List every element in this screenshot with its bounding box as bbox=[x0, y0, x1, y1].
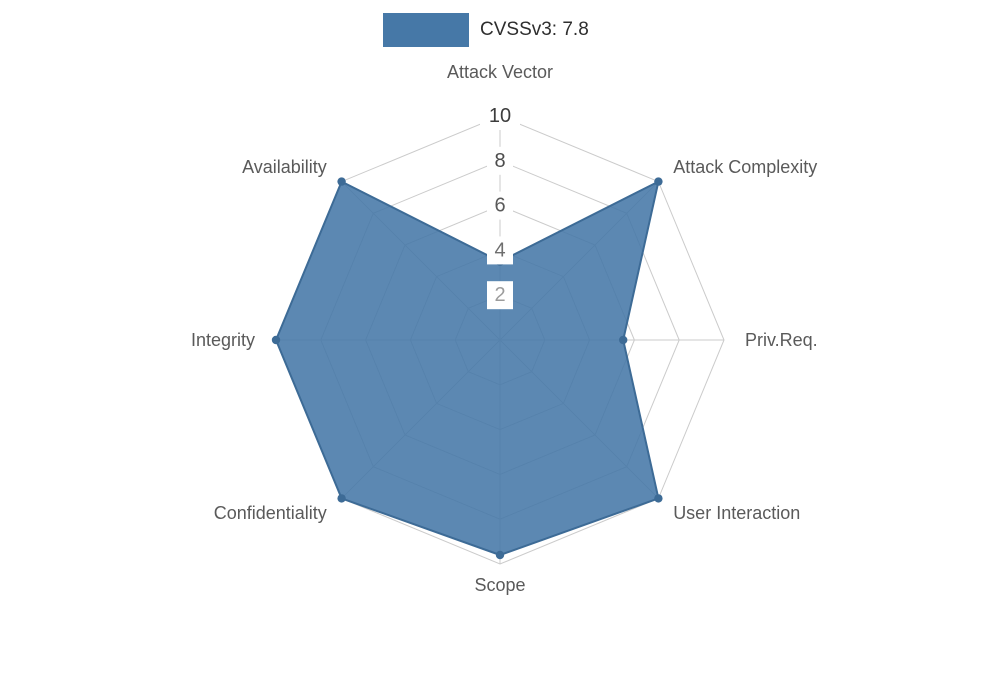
tick-label: 8 bbox=[494, 150, 505, 172]
axis-label: User Interaction bbox=[673, 503, 800, 523]
tick-label-box bbox=[487, 146, 513, 175]
series-area bbox=[275, 180, 660, 556]
tick-label-box bbox=[487, 236, 513, 265]
tick-label: 2 bbox=[494, 284, 505, 306]
vertex-marker bbox=[654, 177, 663, 186]
vertex-marker bbox=[271, 335, 281, 345]
chart-legend: CVSSv3: 7.8 bbox=[383, 13, 589, 47]
tick-label-box bbox=[487, 191, 513, 220]
tick-label: 4 bbox=[494, 239, 505, 261]
vertex-marker bbox=[337, 177, 346, 186]
tick-label: 6 bbox=[494, 195, 505, 217]
axis-label: Attack Vector bbox=[447, 62, 553, 82]
vertex-marker bbox=[337, 494, 346, 503]
legend-label: CVSSv3: 7.8 bbox=[480, 19, 589, 40]
axis-label: Priv.Req. bbox=[745, 330, 818, 350]
axis-label: Attack Complexity bbox=[673, 157, 817, 177]
axis-label: Integrity bbox=[191, 330, 255, 350]
tick-label-box bbox=[480, 102, 520, 130]
legend-swatch bbox=[383, 13, 469, 47]
axis-label: Confidentiality bbox=[214, 503, 327, 523]
tick-label-box bbox=[487, 281, 513, 310]
tick-label: 10 bbox=[489, 105, 511, 127]
axis-label: Scope bbox=[474, 575, 525, 595]
vertex-marker bbox=[495, 550, 505, 560]
vertex-marker bbox=[654, 494, 663, 503]
vertex-marker bbox=[619, 335, 628, 345]
axis-label: Availability bbox=[242, 157, 327, 177]
